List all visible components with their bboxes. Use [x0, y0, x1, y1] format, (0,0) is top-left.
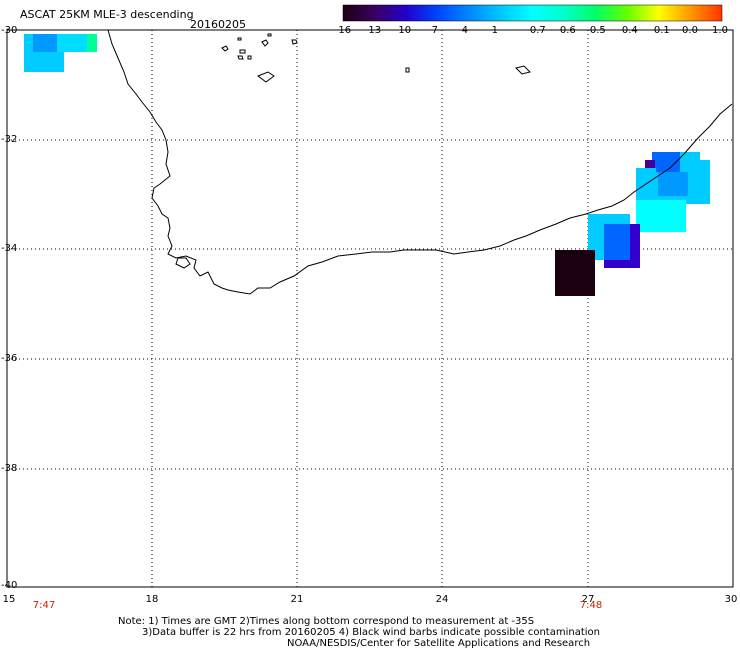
color-bar-tick: -7	[428, 25, 438, 36]
data-cell	[57, 34, 87, 52]
color-bar-tick: -0.7	[526, 25, 546, 36]
data-cell	[604, 224, 630, 260]
product-title: ASCAT 25KM MLE-3 descending	[20, 8, 194, 21]
color-bar-tick: -0.5	[586, 25, 606, 36]
note-line-2: 3)Data buffer is 22 hrs from 20160205 4)…	[142, 627, 600, 638]
lat-label: -40	[1, 580, 18, 591]
data-cell	[555, 250, 595, 296]
color-bar-tick: -10	[394, 25, 412, 36]
lon-label: 15	[2, 594, 16, 605]
islands	[221, 33, 531, 83]
color-bar-tick: -0.4	[618, 25, 638, 36]
color-bar-tick: -0.6	[556, 25, 576, 36]
lat-label: -32	[1, 134, 18, 145]
data-cell	[33, 34, 57, 52]
product-date: 20160205	[190, 18, 246, 31]
note-line-1: Note: 1) Times are GMT 2)Times along bot…	[118, 616, 535, 627]
color-bar-tick: -4	[458, 25, 468, 36]
map-frame	[6, 29, 734, 588]
color-bar-tick: -13	[364, 25, 382, 36]
lon-label: 30	[724, 594, 738, 605]
lon-label: 27	[581, 594, 595, 605]
color-bar-tick: 0.0	[682, 25, 698, 36]
color-bar-tick: -16	[334, 25, 352, 36]
data-cell	[87, 34, 97, 52]
data-cell	[652, 152, 680, 172]
data-cell	[636, 168, 656, 204]
lat-label: -30	[1, 25, 18, 36]
lat-label: -36	[1, 353, 18, 364]
coastline	[107, 29, 733, 295]
lon-label: 24	[435, 594, 449, 605]
color-bar-tick: -0.1	[650, 25, 670, 36]
color-bar	[342, 4, 723, 22]
time-label: 7:48	[579, 600, 603, 611]
color-bar-tick: -1	[488, 25, 498, 36]
lon-label: 21	[290, 594, 304, 605]
lat-label: -38	[1, 463, 18, 474]
wind-cells	[24, 34, 710, 296]
color-bar-gradient	[342, 4, 723, 22]
time-label: 7:47	[32, 600, 56, 611]
data-cell	[658, 172, 688, 196]
lat-label: -34	[1, 243, 18, 254]
note-line-3: NOAA/NESDIS/Center for Satellite Applica…	[287, 638, 591, 649]
color-bar-tick: 1.0	[712, 25, 728, 36]
lon-label: 18	[145, 594, 159, 605]
graticule	[7, 30, 733, 587]
data-cell	[636, 200, 686, 232]
data-cell	[700, 160, 710, 204]
